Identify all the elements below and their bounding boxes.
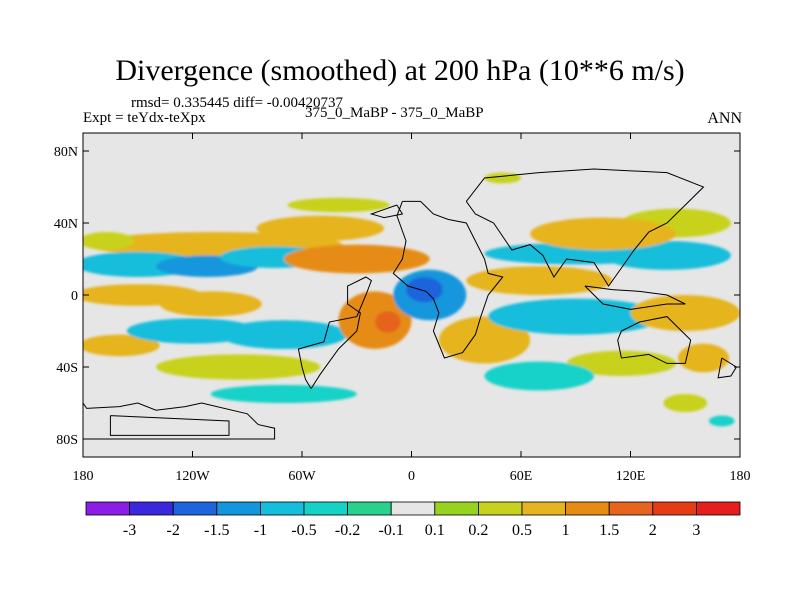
- x-tick-label: 120W: [175, 469, 210, 484]
- y-tick-label: 40N: [54, 217, 78, 232]
- contour-region: [210, 385, 357, 403]
- colorbar-label: 0.1: [425, 522, 445, 539]
- coastline: [83, 402, 276, 440]
- colorbar-label: 0.2: [468, 522, 488, 539]
- colorbar-swatch: [696, 501, 741, 516]
- colorbar-swatch: [477, 501, 523, 516]
- contour-region: [283, 244, 430, 274]
- y-tick-label: 0: [71, 289, 78, 304]
- colorbar-swatch: [85, 501, 130, 516]
- colorbar-label: 2: [649, 522, 657, 539]
- colorbar-swatch: [129, 501, 174, 516]
- contour-region: [530, 217, 677, 250]
- colorbar-swatch: [565, 501, 610, 516]
- colorbar-label: 3: [692, 522, 700, 539]
- colorbar-label: -0.5: [291, 522, 316, 539]
- coastline: [717, 357, 738, 379]
- contour-region: [484, 172, 521, 184]
- coastline: [465, 168, 705, 287]
- colorbar-label: 1.5: [599, 522, 619, 539]
- contour-region: [630, 295, 740, 331]
- colorbar-label: -1: [254, 522, 267, 539]
- x-tick-label: 180: [73, 469, 94, 484]
- contour-region: [708, 415, 735, 427]
- coastline: [297, 276, 373, 389]
- colorbar-swatch: [172, 501, 218, 516]
- contour-region: [338, 291, 412, 350]
- colorbar-swatch: [259, 501, 305, 516]
- colorbar-swatch: [347, 501, 392, 516]
- contour-region: [159, 291, 262, 317]
- contour-region: [156, 354, 321, 380]
- contour-region: [566, 350, 677, 376]
- x-tick-label: 0: [408, 469, 415, 484]
- axis-ticks-layer: 180 120W 60W 0 60E 120E 180 80N 40N 0 40S 80S: [54, 133, 751, 484]
- contour-region: [83, 334, 160, 357]
- colorbar-swatch: [608, 501, 654, 516]
- colorbar-swatch: [652, 501, 697, 516]
- contour-region: [256, 215, 385, 241]
- colorbar: -3 -2 -1.5 -1 -0.5 -0.2 -0.1 0.1 0.2 0.5 1 1.5 2 3: [85, 501, 741, 539]
- contour-fill-layer: [83, 172, 740, 427]
- colorbar-label: -1.5: [204, 522, 229, 539]
- y-tick-label: 80N: [54, 145, 78, 160]
- y-tick-label: 80S: [56, 433, 78, 448]
- contour-region: [677, 343, 730, 373]
- contour-region: [484, 361, 594, 391]
- colorbar-label: 1: [562, 522, 570, 539]
- contour-region: [406, 277, 443, 303]
- chart-title: Divergence (smoothed) at 200 hPa (10**6 …: [115, 54, 685, 87]
- contour-region: [287, 197, 390, 213]
- colorbar-swatch: [521, 501, 566, 516]
- colorbar-swatch: [216, 501, 261, 516]
- x-tick-label: 180: [730, 469, 751, 484]
- period-label: ANN: [707, 110, 742, 127]
- colorbar-swatch: [390, 501, 436, 516]
- contour-region: [438, 316, 531, 364]
- contour-region: [466, 266, 613, 295]
- y-tick-label: 40S: [56, 361, 78, 376]
- colorbar-swatch: [303, 501, 348, 516]
- colorbar-label: -2: [167, 522, 180, 539]
- coastline: [392, 200, 504, 359]
- coastline: [584, 285, 686, 310]
- x-tick-label: 120E: [616, 469, 646, 484]
- coastline-layer: [83, 168, 738, 440]
- contour-region: [219, 320, 348, 349]
- colorbar-swatch: [434, 501, 479, 516]
- stats-label: rmsd= 0.335445 diff= -0.00420737: [131, 95, 344, 111]
- comparison-label: 375_0_MaBP - 375_0_MaBP: [305, 105, 484, 121]
- x-tick-label: 60E: [510, 469, 533, 484]
- contour-region: [663, 394, 708, 412]
- coastline: [617, 316, 692, 364]
- colorbar-label: -3: [123, 522, 136, 539]
- colorbar-label: -0.1: [379, 522, 404, 539]
- colorbar-label: -0.2: [335, 522, 360, 539]
- experiment-label: Expt = teYdx-teXpx: [83, 110, 206, 126]
- coastline: [369, 204, 404, 219]
- coastline: [109, 415, 230, 436]
- contour-region: [83, 232, 135, 250]
- contour-region: [375, 311, 401, 333]
- colorbar-label: 0.5: [512, 522, 532, 539]
- x-tick-label: 60W: [288, 469, 316, 484]
